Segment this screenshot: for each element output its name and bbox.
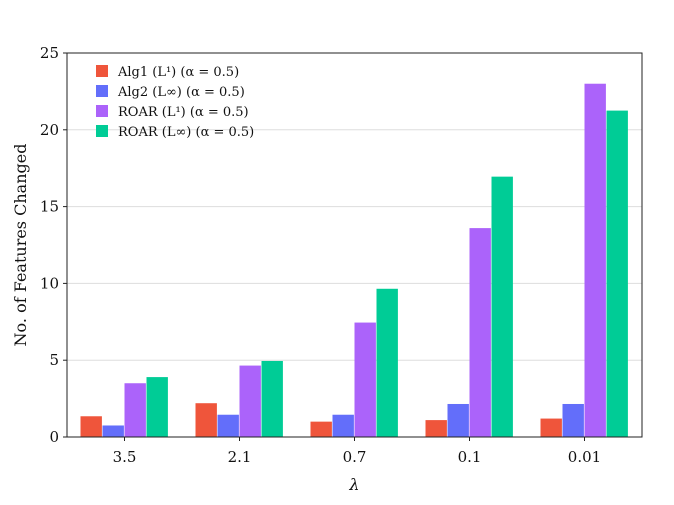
bar (354, 322, 376, 437)
bar (80, 416, 102, 437)
bar (124, 383, 146, 437)
bars (80, 83, 628, 437)
y-axis-ticks: 0 5 10 15 20 25 (40, 44, 67, 446)
bar (376, 288, 398, 437)
bar (425, 420, 447, 437)
y-tick-label: 10 (40, 274, 59, 292)
x-tick-label: 0.1 (458, 448, 482, 466)
bar (584, 83, 606, 437)
x-tick-label: 2.1 (228, 448, 252, 466)
x-axis-label: λ (348, 475, 359, 494)
y-tick-label: 0 (49, 428, 59, 446)
bar (562, 403, 584, 437)
legend-label: ROAR (L¹) (α = 0.5) (118, 105, 249, 120)
bar (102, 425, 124, 437)
bar (217, 414, 239, 437)
bar (146, 377, 168, 437)
y-axis-label: No. of Features Changed (11, 144, 30, 347)
bar (540, 418, 562, 437)
bar (239, 365, 261, 437)
legend-swatch (96, 85, 108, 97)
y-tick-label: 25 (40, 44, 59, 62)
y-tick-label: 15 (40, 198, 59, 216)
legend-swatch (96, 65, 108, 77)
legend-label: ROAR (L∞) (α = 0.5) (118, 125, 254, 140)
legend: Alg1 (L¹) (α = 0.5) Alg2 (L∞) (α = 0.5) RO… (96, 65, 254, 140)
x-tick-label: 0.7 (343, 448, 367, 466)
bar (261, 360, 283, 437)
x-axis-ticks: 3.5 2.1 0.7 0.1 0.01 (113, 437, 601, 466)
bar (469, 228, 491, 437)
y-tick-label: 20 (40, 121, 59, 139)
bar (332, 414, 354, 437)
legend-label: Alg1 (L¹) (α = 0.5) (117, 65, 239, 80)
bar (491, 176, 513, 437)
bar (195, 403, 217, 437)
legend-swatch (96, 125, 108, 137)
bar (606, 110, 628, 437)
bar (447, 403, 469, 437)
legend-swatch (96, 105, 108, 117)
y-tick-label: 5 (49, 351, 59, 369)
x-tick-label: 0.01 (568, 448, 601, 466)
x-tick-label: 3.5 (113, 448, 137, 466)
legend-label: Alg2 (L∞) (α = 0.5) (117, 85, 245, 100)
bar (310, 421, 332, 437)
